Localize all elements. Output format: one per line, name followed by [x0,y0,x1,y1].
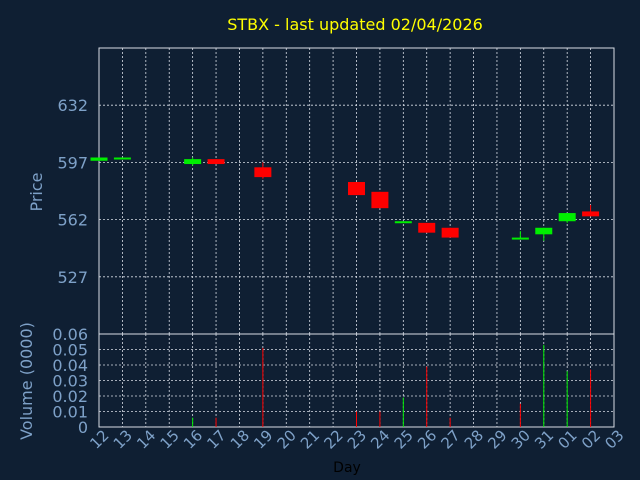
candle-body [582,211,600,217]
candle-body [394,221,412,224]
candle-body [90,157,108,161]
candle-body [511,237,529,240]
candle-body [441,227,459,238]
volume-tick-label: 0.04 [52,356,88,375]
price-tick-label: 597 [57,153,88,172]
candle-body [254,167,272,178]
x-ticks: 1213141516171819202122232425262728293031… [86,426,627,452]
candle-body [535,227,553,235]
price-y-ticks: 527 562 597 632 [57,96,88,287]
volume-bars-layer [192,344,592,427]
volume-tick-label: 0.02 [52,387,88,406]
price-tick-label: 562 [57,211,88,230]
candle-body [558,213,576,222]
candle-body [371,191,389,209]
candles-layer [90,157,600,241]
price-axis-label: Price [27,172,46,211]
candle-body [418,222,436,233]
candle-body [207,159,225,165]
volume-tick-label: 0 [78,418,88,437]
x-axis-label: Day [333,460,361,476]
price-tick-label: 632 [57,96,88,115]
candle-body [184,159,202,165]
price-tick-label: 527 [57,268,88,287]
chart-title: STBX - last updated 02/04/2026 [227,15,483,34]
candle-body [348,182,365,196]
volume-y-ticks: 00.010.020.030.040.050.06 [52,325,88,437]
volume-tick-label: 0.03 [52,372,88,391]
candle-body [113,157,131,160]
volume-axis-label: Volume (0000) [17,322,36,440]
volume-tick-label: 0.01 [52,403,88,422]
volume-tick-label: 0.06 [52,325,88,344]
volume-tick-label: 0.05 [52,341,88,360]
